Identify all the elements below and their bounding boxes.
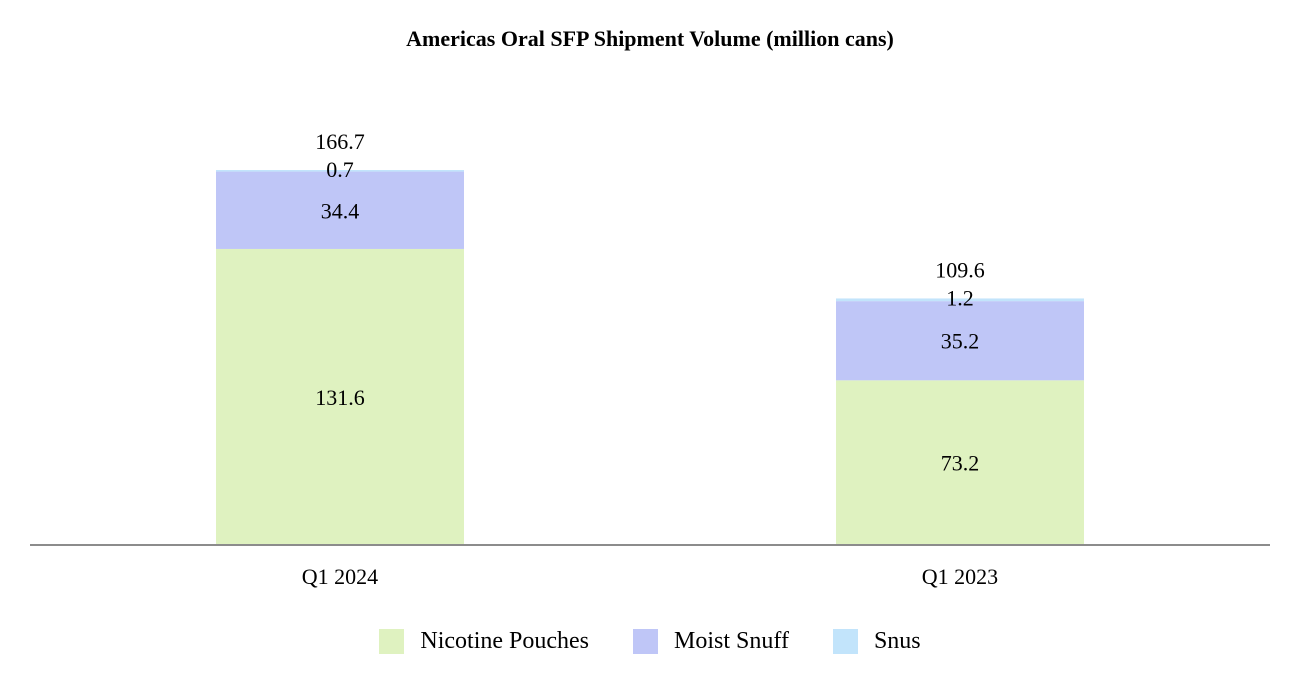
chart-title: Americas Oral SFP Shipment Volume (milli… xyxy=(406,26,894,51)
x-tick-label-q1-2024: Q1 2024 xyxy=(302,564,378,589)
data-label-nicotine-pouches-q1-2023: 73.2 xyxy=(941,451,980,476)
total-label-q1-2024: 166.7 xyxy=(315,129,365,154)
bar-snus-q1-2024 xyxy=(216,170,464,172)
legend-swatch-nicotine-pouches xyxy=(379,629,405,654)
bar-moist-snuff-q1-2023 xyxy=(836,301,1084,381)
legend-item-nicotine-pouches: Nicotine Pouches xyxy=(379,628,589,655)
bar-moist-snuff-q1-2024 xyxy=(216,171,464,249)
x-tick-label-q1-2023: Q1 2023 xyxy=(922,564,998,589)
legend-label-nicotine-pouches: Nicotine Pouches xyxy=(420,628,590,654)
legend-item-moist-snuff: Moist Snuff xyxy=(633,628,789,655)
data-label-snus-q1-2024: 0.7 xyxy=(326,157,354,182)
data-label-nicotine-pouches-q1-2024: 131.6 xyxy=(315,385,365,410)
legend-item-snus: Snus xyxy=(832,628,921,655)
legend-swatch-moist-snuff xyxy=(633,629,659,654)
data-label-snus-q1-2023: 1.2 xyxy=(946,285,974,310)
data-label-moist-snuff-q1-2024: 34.4 xyxy=(321,198,360,223)
bar-nicotine-pouches-q1-2024 xyxy=(216,248,464,545)
legend-label-moist-snuff: Moist Snuff xyxy=(674,628,789,654)
legend-label-snus: Snus xyxy=(873,628,921,654)
legend-swatch-snus xyxy=(832,629,858,654)
data-label-moist-snuff-q1-2023: 35.2 xyxy=(941,329,980,354)
total-label-q1-2023: 109.6 xyxy=(935,257,985,282)
legend: Nicotine Pouches Moist Snuff Snus xyxy=(0,628,1300,655)
bar-nicotine-pouches-q1-2023 xyxy=(836,380,1084,545)
bar-snus-q1-2023 xyxy=(836,298,1084,302)
